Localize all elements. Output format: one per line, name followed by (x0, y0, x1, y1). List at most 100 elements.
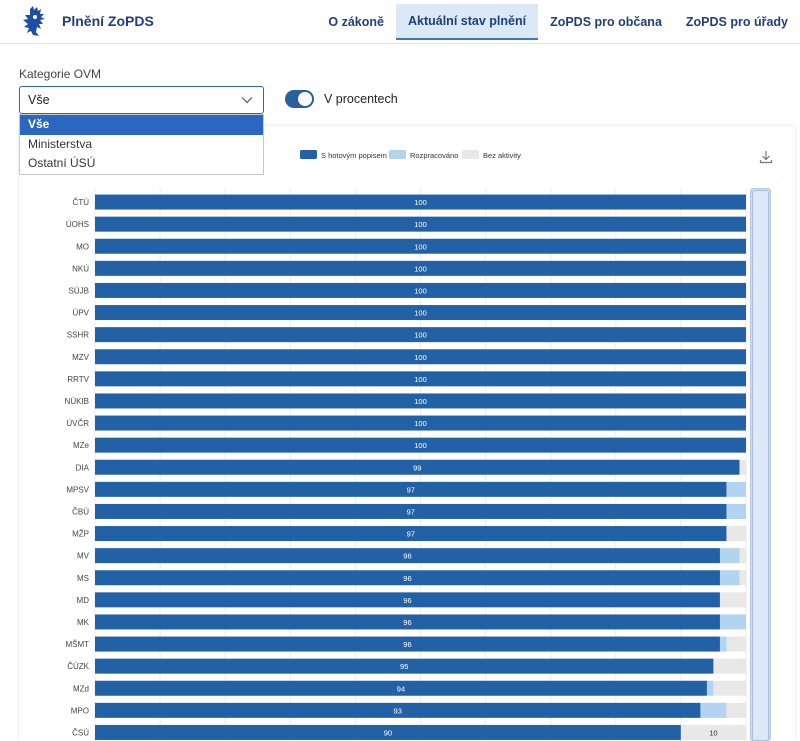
bar-segment-s0 (95, 305, 746, 321)
data-label: 96 (403, 640, 411, 649)
bar-segment-s0 (95, 282, 746, 298)
bar-segment-s0 (95, 548, 720, 564)
percent-toggle-label: V procentech (324, 92, 398, 106)
data-label: 100 (414, 242, 427, 251)
option-ministerstva[interactable]: Ministerstva (28, 136, 93, 151)
category-label: SSHR (67, 331, 89, 340)
bar-segment-s0 (95, 371, 746, 387)
data-label: 100 (414, 375, 427, 384)
bar-segment-s2 (739, 459, 746, 475)
bar-segment-s2 (713, 680, 746, 696)
category-label: MPSV (66, 485, 89, 494)
bar-segment-s0 (95, 680, 707, 696)
data-label: 96 (403, 596, 411, 605)
toggle-knob (298, 92, 312, 106)
nav-o-zakone[interactable]: O zákoně (328, 15, 384, 29)
data-label: 97 (407, 530, 415, 539)
category-label: MŽP (72, 530, 89, 539)
data-label: 99 (413, 463, 421, 472)
option-ostatni-usu[interactable]: Ostatní ÚSÚ (28, 156, 96, 170)
chevron-down-icon (241, 97, 253, 104)
option-vse[interactable]: Vše (20, 115, 263, 135)
category-label: ÚVČR (66, 419, 89, 428)
data-label: 100 (414, 441, 427, 450)
data-label: 100 (414, 286, 427, 295)
data-label: 100 (414, 309, 427, 318)
bar-segment-s0 (95, 349, 746, 365)
nav-pro-urady[interactable]: ZoPDS pro úřady (685, 15, 788, 29)
app-title[interactable]: Plnění ZoPDS (62, 13, 154, 29)
data-label: 95 (400, 662, 408, 671)
header: Plnění ZoPDS O zákoně Aktuální stav plně… (0, 0, 800, 44)
data-label: 100 (414, 220, 427, 229)
bar-segment-s1 (706, 680, 714, 696)
data-label: 100 (414, 353, 427, 362)
nav-pro-obcana[interactable]: ZoPDS pro občana (550, 15, 662, 29)
data-label: 94 (397, 684, 405, 693)
category-label: ČSÚ (72, 728, 89, 737)
bar-segment-s0 (95, 526, 727, 542)
bar-segment-s2 (726, 636, 746, 652)
category-label: DIA (76, 463, 90, 472)
data-label: 96 (403, 552, 411, 561)
bar-segment-s2 (719, 592, 746, 608)
data-label: 100 (414, 397, 427, 406)
bar-segment-s0 (95, 481, 727, 497)
main-nav: O zákoně Aktuální stav plnění ZoPDS pro … (316, 0, 800, 44)
nav-aktualni-stav[interactable]: Aktuální stav plnění (395, 4, 539, 40)
category-label: MŠMT (65, 640, 89, 649)
bar-segment-s0 (95, 636, 720, 652)
bar-segment-s0 (95, 570, 720, 586)
category-label: MS (77, 574, 89, 583)
data-label: 96 (403, 574, 411, 583)
category-label: ÚOHS (66, 220, 89, 229)
bar-segment-s0 (95, 702, 701, 718)
lion-logo-icon[interactable] (22, 6, 50, 38)
legend-label-0: S hotovým popisem (321, 151, 387, 160)
data-label: 96 (403, 618, 411, 627)
category-dropdown: Vše Ministerstva Ostatní ÚSÚ (19, 114, 264, 175)
bar-segment-s2 (739, 570, 746, 586)
bar-segment-s1 (719, 548, 740, 564)
bar-segment-s1 (719, 636, 727, 652)
category-select-value: Vše (28, 93, 50, 107)
category-label: MZe (73, 441, 90, 450)
bar-segment-s1 (726, 481, 746, 497)
bar-segment-s0 (95, 194, 746, 210)
bar-segment-s0 (95, 216, 746, 232)
bar-segment-s0 (95, 393, 746, 409)
bar-segment-s0 (95, 415, 746, 431)
category-label: ČTÚ (73, 198, 90, 207)
category-label: MD (77, 596, 90, 605)
data-label: 100 (414, 264, 427, 273)
data-label: 100 (414, 198, 427, 207)
bar-segment-s2 (726, 526, 746, 542)
category-label: ČBÚ (72, 507, 89, 516)
bar-segment-s0 (95, 592, 720, 608)
category-label: MK (77, 618, 90, 627)
bar-segment-s2 (726, 702, 746, 718)
category-select[interactable]: Vše (19, 86, 264, 114)
data-label: 10 (709, 728, 717, 737)
category-label: RRTV (67, 375, 89, 384)
legend-swatch-2 (462, 150, 479, 159)
percent-toggle[interactable] (285, 90, 314, 108)
bar-segment-s2 (713, 658, 746, 674)
filter-label: Kategorie OVM (19, 67, 102, 81)
data-label: 90 (384, 728, 392, 737)
category-label: NKÚ (72, 264, 89, 273)
category-label: ČÚZK (67, 662, 89, 671)
bar-segment-s0 (95, 238, 746, 254)
bar-segment-s0 (95, 658, 714, 674)
bar-segment-s1 (719, 570, 740, 586)
chart-scrollbar-thumb[interactable] (752, 190, 769, 741)
bar-segment-s1 (719, 614, 746, 630)
download-icon[interactable] (759, 150, 773, 164)
bar-segment-s0 (95, 459, 740, 475)
data-label: 97 (407, 507, 415, 516)
category-label: SÚJB (69, 286, 89, 295)
bar-segment-s0 (95, 260, 746, 276)
category-label: ÚPV (73, 309, 90, 318)
bar-segment-s1 (700, 702, 727, 718)
